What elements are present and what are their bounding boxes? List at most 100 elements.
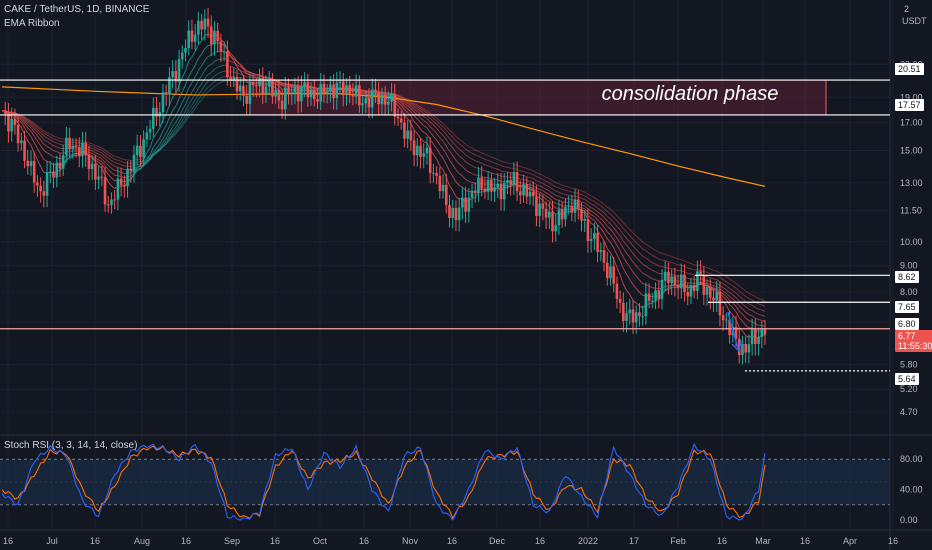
ribbon-segment	[33, 128, 38, 133]
candle-body	[48, 171, 52, 173]
candle-body	[502, 182, 506, 200]
ribbon-segment	[742, 298, 747, 302]
ribbon-segment	[603, 208, 608, 213]
ribbon-segment	[584, 199, 589, 203]
time-tick-label: Apr	[843, 536, 857, 546]
ribbon-segment	[465, 189, 469, 192]
ribbon-segment	[587, 211, 592, 216]
ribbon-segment	[558, 183, 563, 186]
ribbon-segment	[523, 178, 527, 182]
ribbon-segment	[600, 234, 605, 242]
ribbon-segment	[494, 167, 498, 170]
candle-body	[42, 191, 46, 196]
ribbon-segment	[37, 125, 41, 129]
ribbon-segment	[452, 164, 457, 171]
ribbon-segment	[742, 293, 747, 297]
candle-body	[712, 297, 715, 301]
ribbon-segment	[53, 141, 57, 144]
ribbon-segment	[593, 220, 598, 226]
ribbon-segment	[429, 139, 434, 145]
ribbon-segment	[652, 262, 656, 265]
ribbon-segment	[107, 174, 112, 179]
ribbon-segment	[214, 66, 218, 70]
ribbon-segment	[165, 138, 170, 144]
stoch-k-line	[1, 442, 766, 522]
ribbon-segment	[542, 196, 547, 200]
ribbon-segment	[50, 133, 54, 137]
candle-body	[506, 180, 509, 183]
ribbon-segment	[703, 270, 708, 273]
ribbon-segment	[149, 147, 154, 156]
ribbon-segment	[584, 208, 589, 213]
ribbon-segment	[230, 60, 234, 64]
candle-body	[583, 219, 587, 221]
ribbon-segment	[120, 167, 125, 171]
ribbon-segment	[471, 158, 476, 162]
ribbon-segment	[181, 115, 186, 121]
ribbon-segment	[91, 143, 96, 146]
ribbon-segment	[288, 86, 292, 88]
ribbon-segment	[117, 166, 122, 169]
price-tick-label: 5.20	[900, 384, 918, 394]
ribbon-segment	[439, 127, 444, 131]
ribbon-segment	[426, 134, 431, 140]
ribbon-segment	[404, 105, 408, 109]
candle-body	[187, 30, 191, 48]
candle-body	[71, 146, 75, 150]
current-price-tag[interactable]: 6.77 11:55:30	[895, 330, 932, 352]
ribbon-segment	[91, 155, 96, 159]
ribbon-segment	[172, 130, 177, 135]
ribbon-segment	[536, 192, 540, 196]
ribbon-segment	[56, 136, 61, 140]
ribbon-segment	[600, 201, 605, 205]
ribbon-segment	[568, 198, 572, 201]
ribbon-segment	[449, 143, 454, 149]
ribbon-segment	[639, 238, 644, 243]
candle-body	[725, 319, 728, 321]
time-tick-label: 16	[888, 536, 898, 546]
candle-body	[593, 232, 596, 240]
horizontal-levels[interactable]	[0, 79, 890, 372]
ribbon-segment	[726, 285, 730, 289]
candle-body	[26, 160, 30, 167]
ribbon-segment	[442, 157, 447, 165]
ribbon-segment	[529, 177, 534, 180]
ribbon-segment	[613, 239, 618, 246]
arrow-head	[731, 340, 742, 353]
ribbon-segment	[700, 269, 705, 272]
ribbon-segment	[88, 151, 93, 154]
candle-body	[164, 92, 168, 95]
ribbon-segment	[710, 284, 714, 287]
ribbon-segment	[210, 68, 215, 73]
ribbon-segment	[442, 141, 447, 147]
ribbon-segment	[53, 138, 57, 141]
ribbon-segment	[722, 293, 727, 297]
ribbon-segment	[397, 95, 402, 98]
candle-body	[715, 291, 719, 301]
ribbon-segment	[635, 256, 640, 262]
ribbon-segment	[478, 174, 482, 177]
ribbon-segment	[468, 163, 473, 167]
ribbon-segment	[413, 108, 418, 112]
ribbon-segment	[504, 166, 508, 168]
ribbon-segment	[59, 143, 64, 146]
ribbon-segment	[420, 108, 425, 112]
candle-body	[657, 290, 661, 299]
ribbon-segment	[732, 294, 737, 298]
ribbon-segment	[178, 116, 183, 123]
ribbon-segment	[253, 74, 257, 77]
ribbon-segment	[584, 202, 589, 206]
ribbon-segment	[742, 308, 747, 313]
candle-body	[65, 137, 68, 156]
ribbon-segment	[181, 121, 186, 127]
ribbon-segment	[645, 250, 650, 254]
ribbon-segment	[455, 151, 460, 157]
candle-body	[702, 275, 706, 295]
ribbon-segment	[233, 58, 238, 63]
ribbon-segment	[400, 96, 405, 100]
ribbon-segment	[494, 157, 498, 160]
candle-body	[341, 81, 345, 96]
ribbon-segment	[137, 165, 141, 168]
ribbon-segment	[146, 154, 151, 160]
